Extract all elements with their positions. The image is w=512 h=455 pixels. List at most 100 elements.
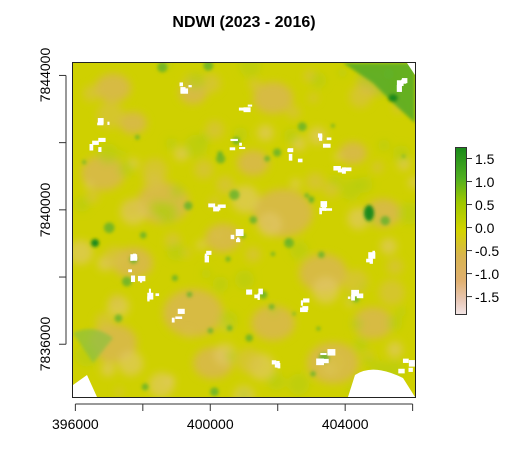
negative-change-patch <box>339 141 367 165</box>
texture-speck <box>117 160 134 178</box>
texture-speck <box>386 258 403 275</box>
wet-area-speck <box>383 68 394 79</box>
colorbar-tick-label: -0.5 <box>475 242 500 259</box>
y-tick-label: 7836000 <box>37 316 53 372</box>
texture-speck <box>353 337 369 353</box>
texture-speck <box>238 63 262 77</box>
nodata-pixel <box>372 250 376 257</box>
nodata-pixel <box>147 292 154 300</box>
texture-speck <box>245 246 261 263</box>
nodata-pixel <box>288 153 293 161</box>
nodata-pixel <box>320 201 328 208</box>
wet-area-speck <box>249 216 258 224</box>
wet-area-speck <box>304 193 310 198</box>
nodata-pixel <box>297 158 303 163</box>
nodata-pixel <box>401 79 407 84</box>
y-tick-label: 7840000 <box>37 182 53 238</box>
texture-speck <box>109 294 123 307</box>
texture-speck <box>337 67 348 78</box>
texture-speck <box>165 137 178 150</box>
nodata-pixel <box>271 360 277 365</box>
nodata-pixel <box>99 119 103 123</box>
wet-area-speck <box>402 154 406 158</box>
wet-area-speck <box>316 326 321 331</box>
texture-speck <box>350 317 364 331</box>
nodata-pixel <box>213 206 220 212</box>
texture-speck <box>97 143 119 165</box>
texture-speck <box>286 105 301 119</box>
texture-speck <box>396 307 407 317</box>
texture-speck <box>329 174 342 187</box>
colorbar-tick-label: 1.5 <box>475 150 495 167</box>
y-tick-label: 7844000 <box>37 48 53 103</box>
nodata-pixel <box>180 87 186 93</box>
texture-speck <box>305 172 325 192</box>
texture-speck <box>95 312 113 331</box>
colorbar-tick-label: -1.5 <box>475 288 500 305</box>
wet-area-speck <box>215 154 226 164</box>
nodata-pixel <box>356 293 364 299</box>
nodata-pixel <box>171 317 175 323</box>
wet-area-northeast <box>343 63 415 123</box>
wet-area-speck <box>310 371 316 377</box>
nodata-pixel <box>326 137 332 141</box>
nodata-pixel <box>408 360 415 367</box>
texture-speck <box>196 240 206 250</box>
wet-area-speck <box>229 189 240 200</box>
nodata-pixel <box>398 368 405 374</box>
wet-area-speck <box>157 63 168 73</box>
nodata-pixel <box>408 367 413 372</box>
x-tick-label: 404000 <box>321 416 369 432</box>
nodata-edge <box>73 375 97 397</box>
colorbar-tick-label: -1.0 <box>475 265 500 282</box>
negative-change-patch <box>253 82 293 114</box>
wet-area-speck <box>317 251 325 259</box>
colorbar-tick-label: 0.0 <box>475 219 495 236</box>
wet-area-pond <box>364 205 374 221</box>
negative-change-patch <box>95 73 131 103</box>
nodata-pixel <box>130 275 136 282</box>
nodata-pixel <box>178 310 184 314</box>
map-panel <box>72 62 416 398</box>
wet-area-speck <box>297 122 307 132</box>
texture-speck <box>248 78 261 91</box>
nodata-pixel <box>316 358 324 366</box>
nodata-pixel <box>319 207 322 215</box>
nodata-pixel <box>321 207 327 211</box>
wet-area-speck <box>245 334 253 342</box>
texture-speck <box>197 133 210 146</box>
nodata-pixel <box>97 122 104 126</box>
texture-speck <box>183 328 194 339</box>
texture-speck <box>103 246 127 270</box>
texture-speck <box>386 341 403 358</box>
wet-area-speck <box>141 383 149 391</box>
texture-speck <box>238 389 250 397</box>
texture-speck <box>73 240 93 265</box>
nodata-pixel <box>347 296 351 299</box>
wet-area-speck <box>103 222 115 234</box>
map-title: NDWI (2023 - 2016) <box>172 14 316 31</box>
texture-speck <box>201 268 212 279</box>
texture-speck <box>287 373 310 395</box>
raster-wet-areas <box>73 63 415 397</box>
texture-speck <box>312 276 340 304</box>
nodata-pixel <box>344 167 352 172</box>
wet-area-pond <box>91 239 99 247</box>
nodata-pixel <box>89 144 94 151</box>
texture-speck <box>392 145 410 163</box>
x-tick-label: 396000 <box>52 416 99 432</box>
texture-speck <box>234 270 255 290</box>
wet-area-speck <box>186 291 193 298</box>
wet-area-speck <box>292 312 296 316</box>
wet-area-speck <box>134 134 140 140</box>
nodata-pixel <box>98 137 106 142</box>
texture-speck <box>201 73 221 94</box>
texture-speck <box>194 159 214 180</box>
nodata-pixel <box>287 148 294 153</box>
nodata-pixel <box>327 349 336 356</box>
wet-area-speck <box>171 274 179 282</box>
texture-speck <box>308 126 327 145</box>
nodata-pixel <box>341 167 346 174</box>
nodata-pixel <box>217 204 221 211</box>
negative-change-patch <box>353 307 393 339</box>
